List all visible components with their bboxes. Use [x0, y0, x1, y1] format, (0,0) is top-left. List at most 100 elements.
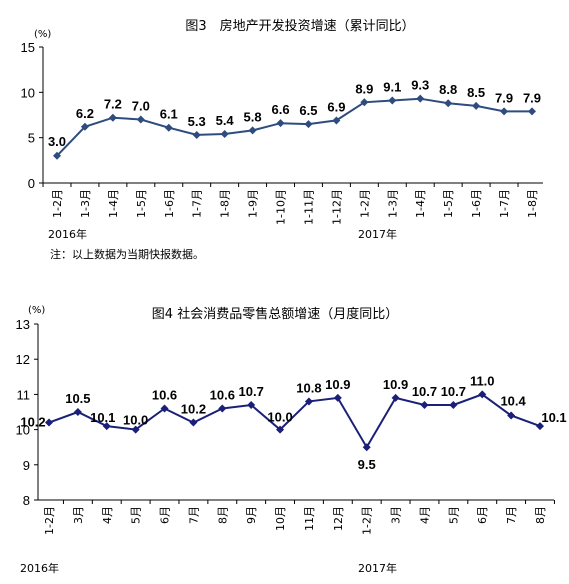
data-point	[102, 422, 111, 431]
data-point	[45, 418, 53, 427]
x-tick-label: 1-10月	[275, 189, 288, 225]
data-point	[304, 397, 313, 406]
data-point	[248, 126, 257, 135]
x-tick-label: 1-8月	[219, 189, 232, 218]
x-tick-label: 6月	[476, 506, 489, 524]
y-tick-label: 9	[23, 458, 30, 473]
data-point	[164, 123, 173, 132]
data-point	[478, 390, 487, 399]
x-tick-label: 7月	[187, 506, 200, 524]
data-label: 10.0	[123, 413, 148, 428]
data-point	[276, 425, 285, 434]
data-point	[416, 94, 425, 103]
data-point	[218, 404, 227, 413]
x-tick-label: 1-9月	[247, 189, 260, 218]
data-label: 8.9	[355, 81, 373, 96]
data-point	[500, 107, 509, 116]
data-label: 6.1	[160, 107, 178, 122]
data-label: 10.8	[296, 380, 321, 395]
chart-fig3: 图3 房地产开发投资增速（累计同比） (%) 注：以上数据为当期快报数据。 0 5…	[21, 18, 543, 261]
x-tick-label: 1-5月	[135, 189, 148, 218]
data-label: 7.9	[523, 90, 541, 105]
data-point	[528, 107, 536, 116]
data-point	[73, 408, 82, 416]
y-tick-label: 5	[28, 131, 35, 146]
x-tick-label: 1-12月	[330, 189, 343, 225]
data-point	[136, 115, 145, 124]
year-label: 2016年	[20, 561, 59, 575]
x-tick-label: 3月	[72, 506, 85, 524]
data-label: 5.8	[244, 109, 262, 124]
data-label: 3.0	[48, 134, 66, 149]
data-point	[360, 98, 369, 107]
x-tick-label: 1-4月	[107, 189, 120, 218]
data-label: 7.2	[104, 97, 122, 112]
chart-note: 注：以上数据为当期快报数据。	[50, 247, 204, 261]
y-tick-label: 15	[21, 40, 35, 55]
data-point	[536, 422, 544, 431]
y-unit-label: (%)	[34, 29, 51, 40]
x-tick-label: 3月	[390, 506, 403, 524]
chart-title: 图4 社会消费品零售总额增速（月度同比）	[152, 306, 398, 322]
data-label: 11.0	[470, 373, 495, 388]
y-tick-label: 8	[23, 493, 30, 508]
x-tick-label: 1-6月	[470, 189, 483, 218]
data-label: 7.9	[495, 90, 513, 105]
x-tick-label: 12月	[332, 506, 345, 531]
y-tick-label: 0	[28, 176, 35, 191]
data-label: 10.2	[20, 415, 45, 430]
data-point	[189, 418, 198, 427]
data-label: 6.6	[271, 102, 289, 117]
data-point	[192, 130, 201, 139]
data-label: 5.3	[188, 114, 206, 129]
x-tick-label: 4月	[101, 506, 114, 524]
data-label: 10.9	[325, 377, 350, 392]
data-point	[333, 393, 342, 402]
data-label: 6.2	[76, 106, 94, 121]
data-point	[108, 113, 117, 122]
x-tick-label: 1-2月	[51, 189, 64, 218]
x-tick-label: 1-3月	[79, 189, 92, 218]
data-label: 10.7	[441, 384, 466, 399]
data-label: 10.6	[210, 387, 235, 402]
x-tick-label: 11月	[303, 506, 316, 531]
data-label: 10.6	[152, 387, 177, 402]
data-point	[472, 101, 481, 110]
x-tick-label: 1-11月	[302, 189, 315, 225]
data-label: 10.5	[65, 391, 90, 406]
x-tick-label: 1-6月	[163, 189, 176, 218]
x-tick-label: 1-5月	[442, 189, 455, 218]
series-line	[48, 393, 541, 450]
x-tick-label: 1-7月	[498, 189, 511, 218]
x-tick-label: 7月	[505, 506, 518, 524]
data-label: 10.7	[412, 384, 437, 399]
data-point	[507, 411, 516, 420]
x-tick-label: 1-2月	[358, 189, 371, 218]
data-label: 10.7	[239, 384, 264, 399]
data-point	[420, 400, 429, 409]
data-point	[53, 151, 61, 160]
x-tick-label: 5月	[447, 506, 460, 524]
year-label: 2016年	[48, 227, 87, 241]
data-point	[444, 99, 453, 108]
y-tick-label: 10	[21, 85, 35, 100]
data-point	[220, 130, 229, 139]
year-label: 2017年	[358, 227, 397, 241]
x-tick-label: 10月	[274, 506, 287, 531]
x-tick-label: 9月	[245, 506, 258, 524]
data-point	[160, 404, 169, 413]
y-tick-label: 11	[17, 387, 31, 402]
data-label: 5.4	[216, 113, 235, 128]
x-tick-label: 1-2月	[361, 506, 374, 535]
chart-title: 图3 房地产开发投资增速（累计同比）	[185, 18, 414, 34]
data-label: 10.9	[383, 377, 408, 392]
x-tick-label: 1-8月	[526, 189, 539, 218]
series-line	[56, 97, 532, 157]
y-tick-label: 10	[16, 423, 30, 438]
x-tick-label: 8月	[216, 506, 229, 524]
data-label: 6.9	[327, 99, 345, 114]
x-tick-label: 1-3月	[386, 189, 399, 218]
y-unit-label: (%)	[28, 305, 45, 316]
data-point	[276, 119, 285, 128]
